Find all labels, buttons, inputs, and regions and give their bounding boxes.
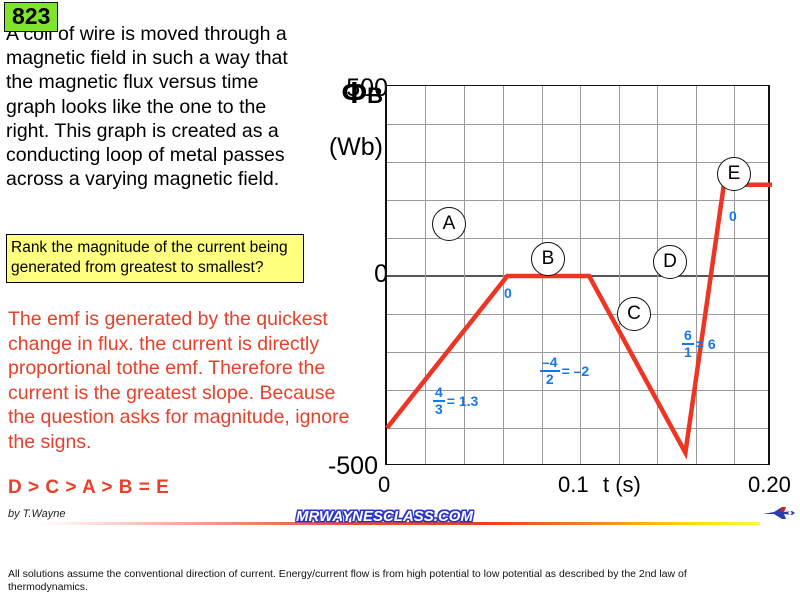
y-tick-500: 500 — [346, 74, 388, 102]
y-tick-0: 0 — [374, 260, 388, 288]
fraction-d: 6 1 — [682, 327, 694, 360]
gridline-h — [387, 314, 768, 315]
problem-statement: A coil of wire is moved through a magnet… — [6, 23, 288, 191]
slope-value-d: = 6 — [695, 335, 716, 352]
gridline-v — [734, 86, 735, 464]
jet-icon — [762, 505, 796, 526]
x-tick-0.20: 0.20 — [748, 472, 791, 497]
segment-marker-c: C — [617, 297, 651, 331]
footer-gradient-line — [40, 522, 760, 525]
flux-vs-time-chart: A B C D E 4 3 = 1.3 0 –4 2 = –2 6 1 = 6 … — [385, 85, 772, 465]
final-answer: D > C > A > B = E — [8, 477, 170, 498]
y-axis-units: (Wb) — [328, 133, 383, 161]
fraction-c: –4 2 — [540, 354, 560, 387]
segment-marker-e: E — [717, 157, 751, 191]
x-axis-label: t (s) — [603, 472, 641, 497]
slide-number-badge: 823 — [4, 2, 59, 32]
slope-annotation-e: 0 — [729, 208, 737, 224]
slope-annotation-b: 0 — [504, 285, 512, 301]
phi-symbol: Φ — [341, 75, 368, 110]
slope-value-a: = 1.3 — [446, 392, 479, 409]
x-tick-0.1: 0.1 — [558, 472, 589, 497]
footer-bar — [0, 516, 800, 530]
gridline-v — [696, 86, 697, 464]
phi-subscript: B — [367, 83, 383, 108]
slope-value-c: = –2 — [561, 362, 590, 379]
gridline-h — [387, 390, 768, 391]
gridline-h — [387, 428, 768, 429]
gridline-h — [387, 124, 768, 125]
gridline-h — [387, 238, 768, 239]
question-box: Rank the magnitude of the current being … — [6, 234, 304, 283]
explanation-text: The emf is generated by the quickest cha… — [8, 308, 350, 453]
slope-annotation-a: 4 3 = 1.3 — [433, 385, 478, 416]
gridline-h — [387, 352, 768, 353]
gridline-v — [657, 86, 658, 464]
segment-marker-b: B — [531, 242, 565, 276]
y-axis-symbol: ΦB — [283, 75, 383, 111]
gridline-v — [425, 86, 426, 464]
fraction-a: 4 3 — [433, 384, 445, 417]
plot-area — [385, 85, 772, 465]
disclaimer-text: All solutions assume the conventional di… — [8, 568, 687, 593]
gridline-h — [387, 162, 768, 163]
gridline-v — [464, 86, 465, 464]
slope-annotation-d: 6 1 = 6 — [682, 328, 716, 359]
x-tick-0: 0 — [378, 472, 391, 497]
slope-annotation-c: –4 2 = –2 — [540, 355, 589, 386]
author-byline: by T.Wayne — [8, 508, 66, 520]
gridline-h — [387, 200, 768, 201]
gridline-v — [619, 86, 620, 464]
gridline-v — [503, 86, 504, 464]
segment-marker-d: D — [653, 245, 687, 279]
segment-marker-a: A — [432, 207, 466, 241]
y-tick-neg500: -500 — [327, 452, 378, 480]
website-watermark: MRWAYNESCLASS.COM — [296, 508, 473, 525]
